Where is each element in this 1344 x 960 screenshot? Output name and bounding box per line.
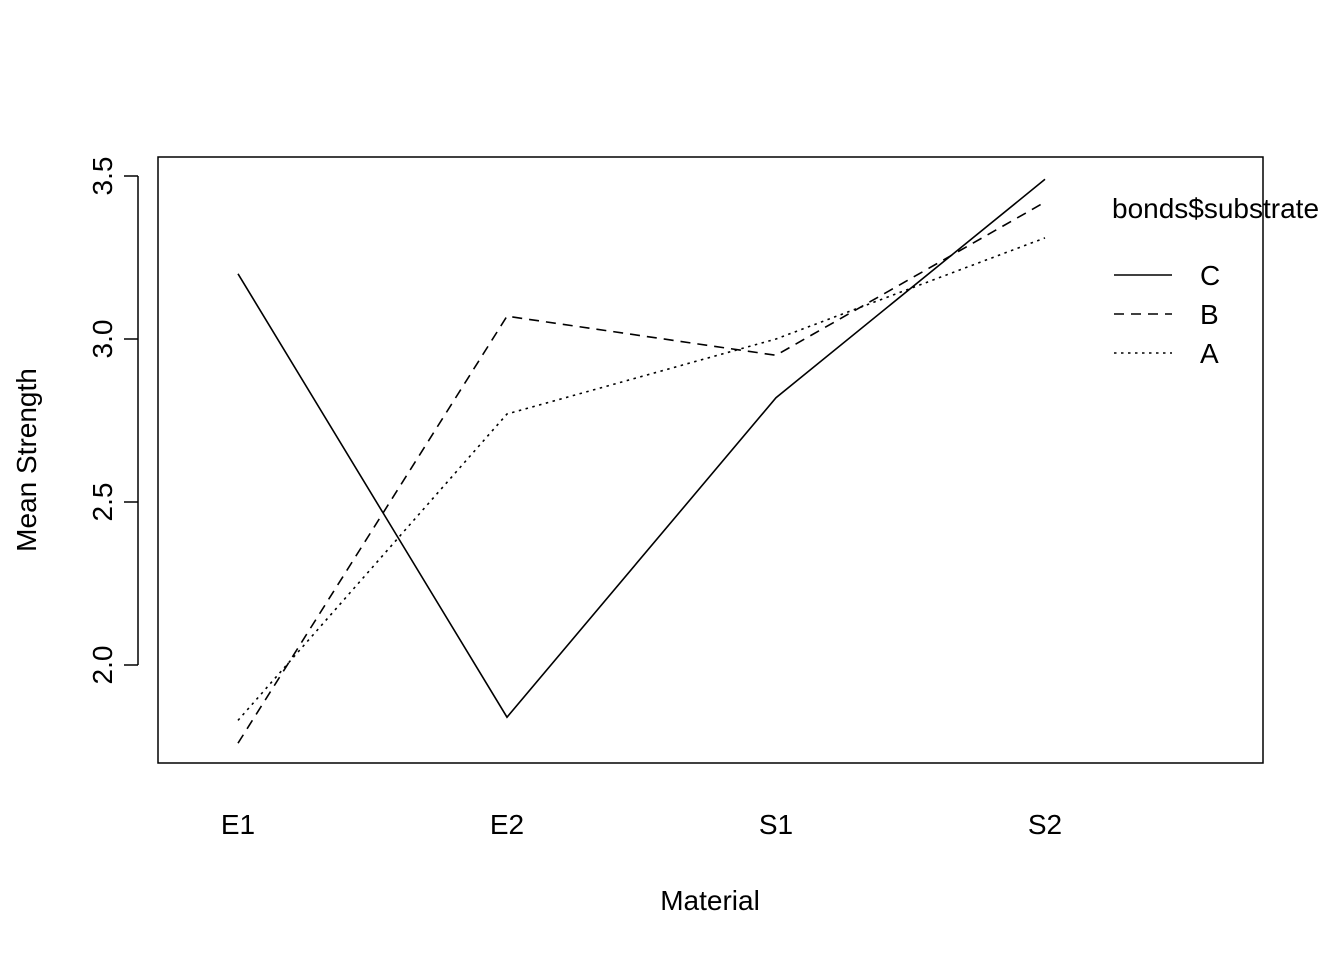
y-tick-label: 2.0 [87,646,118,685]
y-axis: 2.0 2.5 3.0 3.5 [87,157,139,685]
series-lines [237,178,1046,744]
legend-title: bonds$substrate [1112,193,1319,224]
x-axis: E1 E2 S1 S2 [221,809,1062,840]
x-tick-label: S2 [1028,809,1062,840]
series-line-c [237,178,1046,719]
legend-label-b: B [1200,299,1219,330]
y-tick-label: 2.5 [87,483,118,522]
series-line-a [237,237,1046,721]
legend-label-c: C [1200,260,1220,291]
legend-label-a: A [1200,338,1219,369]
x-tick-label: S1 [759,809,793,840]
y-axis-label: Mean Strength [11,368,42,552]
x-tick-label: E1 [221,809,255,840]
y-tick-label: 3.0 [87,320,118,359]
x-tick-label: E2 [490,809,524,840]
legend: bonds$substrate CBA [1112,193,1319,369]
y-tick-label: 3.5 [87,157,118,196]
x-axis-label: Material [660,885,760,916]
plot-frame [157,156,1264,764]
